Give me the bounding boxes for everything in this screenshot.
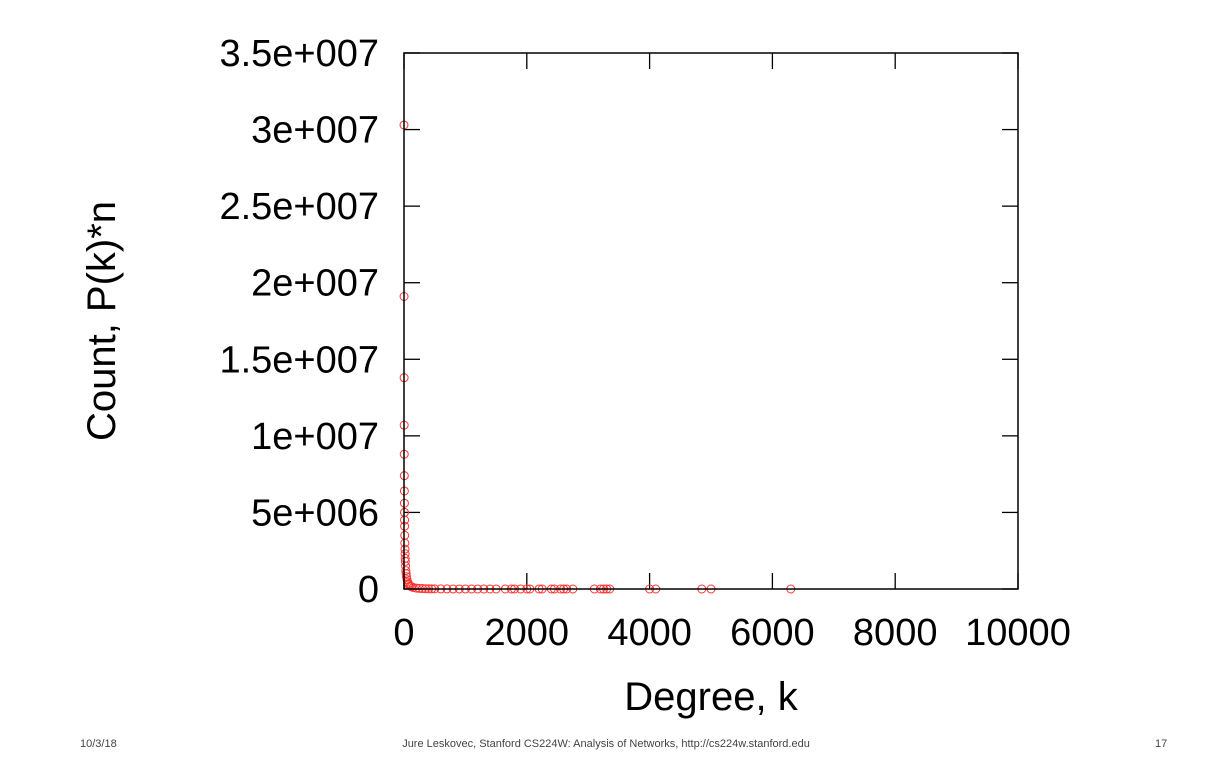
axis-ticks xyxy=(403,52,1019,590)
x-tick-labels: 0 2000 4000 6000 8000 10000 xyxy=(393,612,1070,654)
data-point xyxy=(400,538,410,548)
y-tick-label: 5e+006 xyxy=(251,492,379,534)
plot-frame xyxy=(403,52,1019,590)
degree-distribution-chart: 0 5e+006 1e+007 1.5e+007 2e+007 2.5e+007 3e+00… xyxy=(80,33,1071,719)
y-tick-label: 2e+007 xyxy=(251,263,379,305)
data-point xyxy=(400,544,410,554)
data-point xyxy=(400,556,410,566)
footer-credit: Jure Leskovec, Stanford CS224W: Analysis… xyxy=(402,738,810,750)
x-tick-label: 6000 xyxy=(730,612,815,654)
footer-date: 10/3/18 xyxy=(80,738,117,750)
data-point xyxy=(408,582,418,592)
data-point xyxy=(401,569,411,579)
data-point xyxy=(411,583,421,593)
x-tick-label: 2000 xyxy=(485,612,570,654)
y-tick-label: 3e+007 xyxy=(251,110,379,152)
footer-page-number: 17 xyxy=(1155,738,1168,750)
data-point xyxy=(401,572,411,582)
y-tick-label: 1e+007 xyxy=(251,416,379,458)
data-point xyxy=(401,566,411,576)
y-tick-label: 0 xyxy=(358,569,379,611)
x-tick-label: 0 xyxy=(393,612,414,654)
y-axis-label: Count, P(k)*n xyxy=(80,201,124,441)
data-point xyxy=(400,549,410,559)
scatter-points xyxy=(399,120,796,594)
x-tick-label: 8000 xyxy=(853,612,938,654)
y-tick-label: 1.5e+007 xyxy=(219,339,379,381)
x-tick-label: 10000 xyxy=(965,612,1071,654)
y-tick-labels: 0 5e+006 1e+007 1.5e+007 2e+007 2.5e+007 3e+00… xyxy=(219,33,379,611)
x-axis-label: Degree, k xyxy=(624,675,798,719)
y-tick-label: 2.5e+007 xyxy=(219,186,379,228)
y-tick-label: 3.5e+007 xyxy=(219,33,379,75)
x-tick-label: 4000 xyxy=(607,612,692,654)
